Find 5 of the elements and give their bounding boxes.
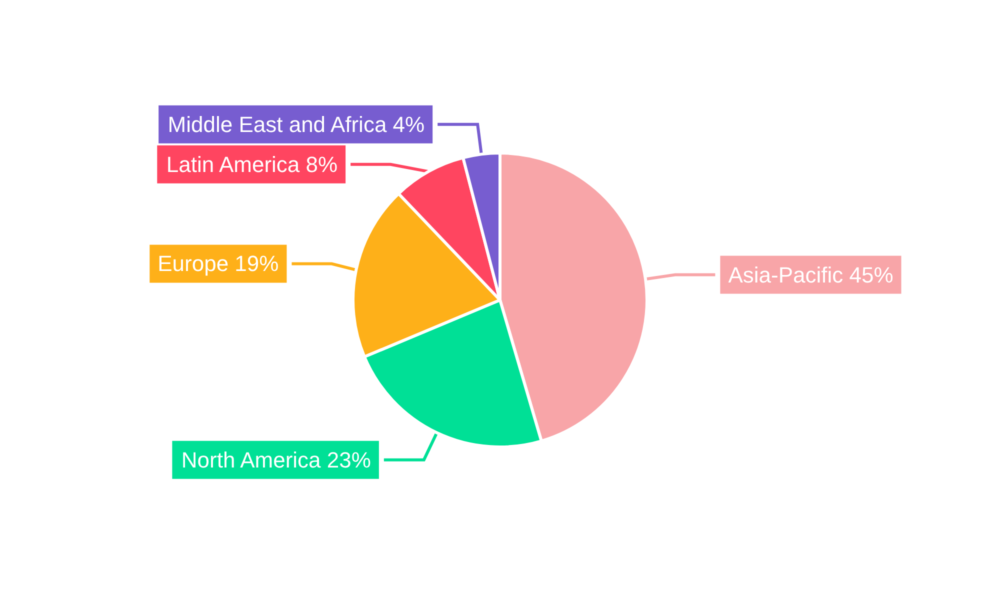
slice-label: Asia-Pacific 45% <box>728 262 894 288</box>
slice-label: Middle East and Africa 4% <box>168 112 425 137</box>
slice-label: Europe 19% <box>158 251 279 276</box>
slice-label: Latin America 8% <box>166 152 338 177</box>
slice-label: North America 23% <box>181 447 371 472</box>
